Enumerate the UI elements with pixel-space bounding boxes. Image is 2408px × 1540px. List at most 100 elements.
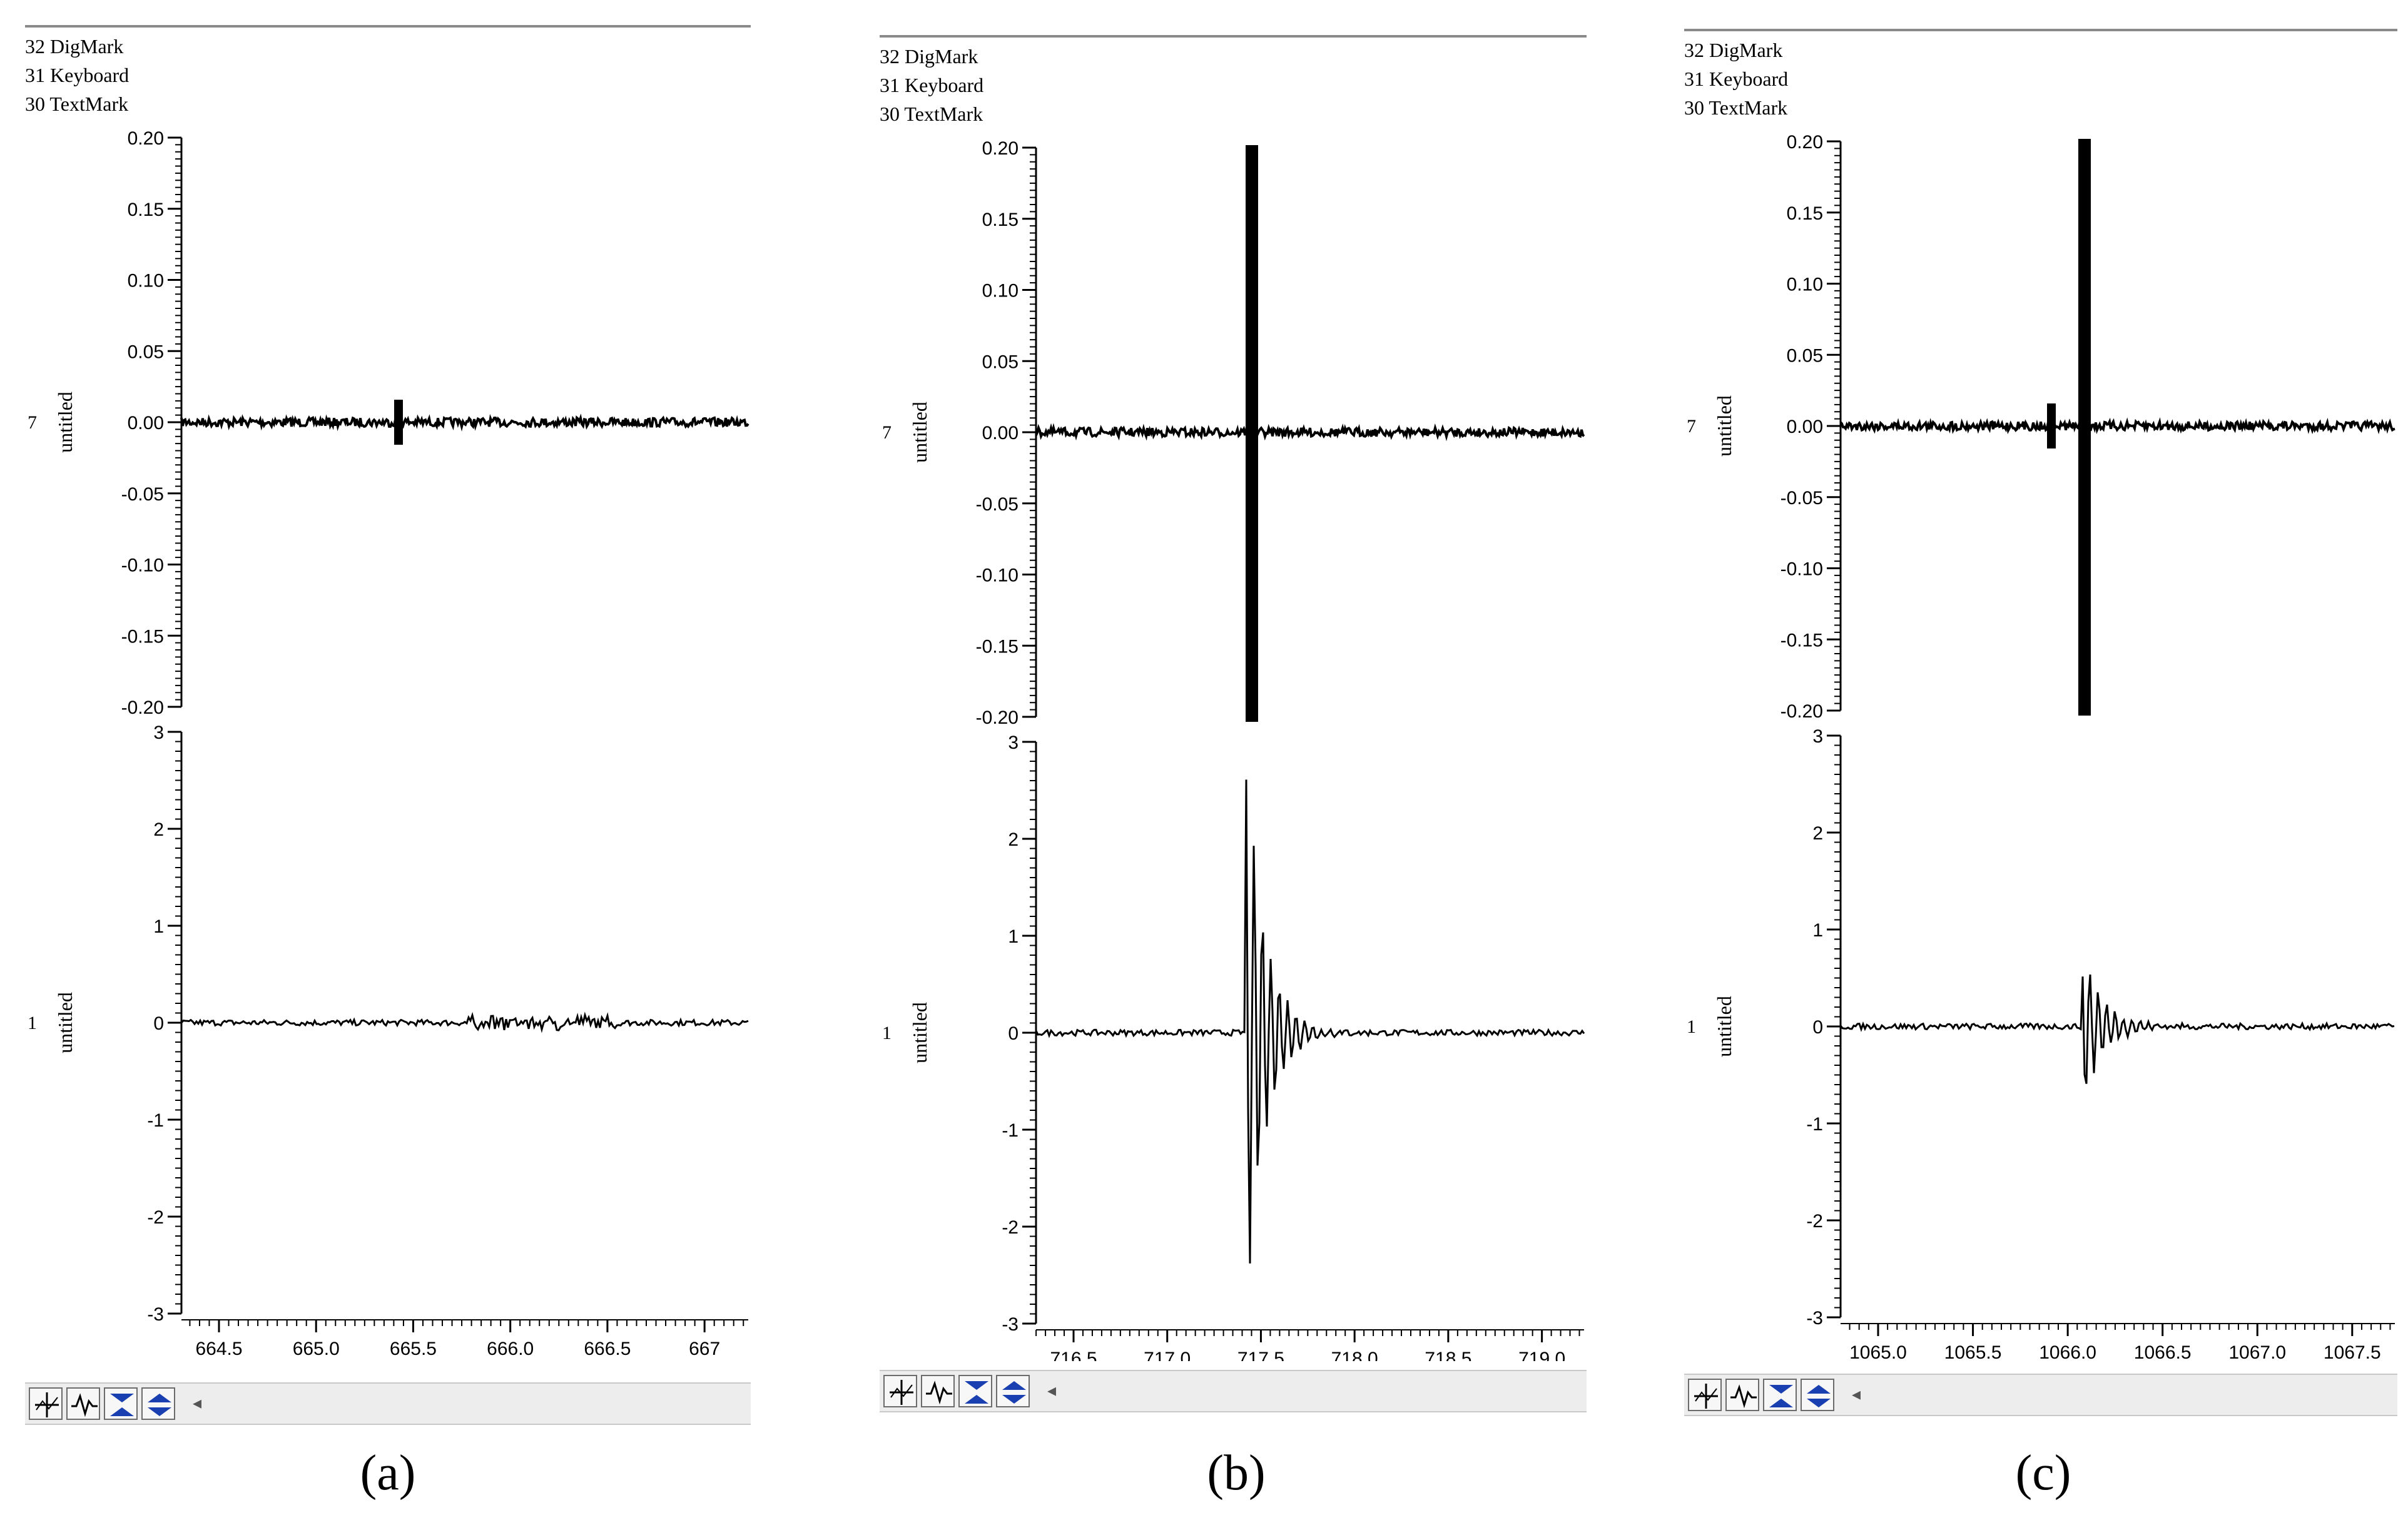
upper-tick-label: -0.05 (1781, 488, 1823, 509)
lower-tick-label: 2 (1008, 829, 1019, 850)
expand-icon-glyph (965, 1381, 988, 1404)
expand-icon[interactable] (958, 1375, 992, 1407)
upper-tick-label: -0.10 (1781, 559, 1823, 580)
lower-tick-label: 1 (1812, 920, 1823, 941)
upper-tick-label: 0.20 (128, 128, 164, 149)
marker-row-textmark: 30 TextMark (25, 93, 129, 115)
waveform-icon[interactable] (921, 1375, 955, 1407)
x-tick-label: 717.0 (1144, 1349, 1191, 1361)
upper-tick-label: 0.10 (1787, 275, 1823, 295)
x-tick-label: 667 (689, 1339, 720, 1357)
upper-tick-label: -0.15 (121, 626, 164, 647)
cursor-icon[interactable] (29, 1387, 63, 1420)
lower-tick-label: -3 (1806, 1308, 1823, 1329)
x-tick-label: 718.0 (1331, 1349, 1378, 1361)
scroll-toolbar: ◂ (1684, 1374, 2397, 1416)
upper-burst (394, 400, 403, 445)
upper-trace (1035, 423, 1585, 442)
compress-icon[interactable] (996, 1375, 1030, 1407)
lower-channel-title: untitled (1713, 996, 1735, 1057)
x-tick-label: 665.0 (293, 1339, 340, 1357)
lower-tick-label: 2 (1812, 823, 1823, 844)
upper-tick-label: -0.20 (976, 707, 1019, 728)
marker-row-textmark: 30 TextMark (1684, 96, 1788, 119)
lower-tick-label: 1 (1008, 926, 1019, 947)
expand-icon-glyph (110, 1394, 134, 1416)
upper-tick-label: 0.15 (982, 210, 1019, 230)
waveform-icon-glyph (926, 1380, 952, 1405)
panel-c: 32 DigMark 31 Keyboard 30 TextMark 0.20 0… (1684, 29, 2397, 1424)
lower-tick-label: 3 (1812, 726, 1823, 747)
upper-channel-title: untitled (908, 402, 931, 463)
upper-tick-label: -0.15 (1781, 630, 1823, 651)
upper-tick-label: -0.20 (121, 697, 164, 718)
scroll-left-icon[interactable]: ◂ (1047, 1380, 1057, 1401)
compress-icon[interactable] (141, 1387, 175, 1420)
x-tick-label: 717.5 (1237, 1349, 1284, 1361)
upper-channel-number: 7 (1687, 416, 1696, 437)
stimulus-bar (1246, 145, 1258, 722)
waveform-icon[interactable] (66, 1387, 100, 1420)
upper-tick-label: -0.10 (976, 565, 1019, 586)
scroll-left-icon[interactable]: ◂ (193, 1392, 202, 1413)
marker-row-digmark: 32 DigMark (880, 45, 978, 68)
panel-a: 32 DigMark 31 Keyboard 30 TextMark 0.20 0… (25, 25, 751, 1426)
x-tick-label: 664.5 (195, 1339, 242, 1357)
caption-c: (c) (1981, 1445, 2106, 1502)
upper-tick-label: 0.05 (128, 342, 164, 362)
lower-channel-number: 1 (882, 1023, 892, 1043)
lower-channel-title: untitled (54, 992, 76, 1053)
cursor-icon[interactable] (883, 1375, 917, 1407)
lower-tick-label: 0 (1812, 1017, 1823, 1038)
marker-row-keyboard: 31 Keyboard (1684, 68, 1789, 90)
upper-tick-label: -0.05 (121, 484, 164, 505)
compress-icon[interactable] (1801, 1379, 1834, 1411)
lower-tick-label: 3 (1008, 732, 1019, 753)
lower-tick-label: 0 (153, 1013, 164, 1034)
upper-tick-label: -0.10 (121, 555, 164, 576)
lower-tick-label: -2 (1002, 1217, 1019, 1238)
lower-tick-label: -2 (147, 1207, 164, 1228)
upper-tick-label: 0.05 (1787, 345, 1823, 366)
expand-icon[interactable] (1763, 1379, 1797, 1411)
waveform-icon[interactable] (1725, 1379, 1759, 1411)
lower-tick-label: -1 (147, 1110, 164, 1131)
lower-trace (1035, 779, 1585, 1264)
marker-row-keyboard: 31 Keyboard (880, 74, 984, 96)
x-tick-label: 666.5 (584, 1339, 631, 1357)
expand-icon-glyph (1769, 1385, 1793, 1407)
upper-tick-label: 0.20 (1787, 132, 1823, 153)
upper-trace (1839, 417, 2395, 435)
upper-tick-label: -0.15 (976, 636, 1019, 657)
channel-plots[interactable]: 0.20 0.15 0.10 0.05 0.00 -0.05 -0.10 -0.15 -0.20… (880, 35, 1587, 1361)
marker-row-keyboard: 31 Keyboard (25, 64, 130, 86)
x-tick-label: 1066.5 (2134, 1342, 2192, 1361)
upper-tick-label: 0.00 (982, 423, 1019, 443)
upper-tick-label: 0.00 (128, 413, 164, 433)
upper-tick-label: 0.10 (128, 271, 164, 291)
x-tick-label: 718.5 (1425, 1349, 1471, 1361)
cursor-icon[interactable] (1688, 1379, 1722, 1411)
x-tick-label: 1065.0 (1849, 1342, 1907, 1361)
lower-channel-number: 1 (1687, 1016, 1696, 1037)
caption-a-text: (a) (360, 1446, 416, 1501)
scroll-left-icon[interactable]: ◂ (1852, 1384, 1861, 1404)
lower-tick-label: 3 (153, 722, 164, 743)
x-tick-label: 1067.0 (2228, 1342, 2286, 1361)
lower-tick-label: -3 (1002, 1314, 1019, 1335)
panel-b: 32 DigMark 31 Keyboard 30 TextMark 0.20 0… (880, 35, 1587, 1417)
x-tick-label: 665.5 (390, 1339, 437, 1357)
upper-trace (180, 413, 749, 432)
x-tick-label: 1066.0 (2039, 1342, 2096, 1361)
channel-plots[interactable]: 0.20 0.15 0.10 0.05 0.00 -0.05 -0.10 -0.15 -0.20… (1684, 29, 2397, 1361)
upper-tick-label: 0.20 (982, 138, 1019, 159)
lower-trace (180, 1011, 749, 1033)
stimulus-bar (2078, 139, 2091, 716)
channel-plots[interactable]: 0.20 0.15 0.10 0.05 0.00 -0.05 -0.10 -0.15 -0.20… (25, 25, 751, 1357)
cursor-icon-glyph (890, 1380, 913, 1405)
upper-tick-label: 0.00 (1787, 417, 1823, 437)
scroll-toolbar: ◂ (25, 1382, 751, 1425)
upper-channel-number: 7 (28, 412, 37, 433)
expand-icon[interactable] (104, 1387, 138, 1420)
lower-trace (1839, 974, 2395, 1084)
